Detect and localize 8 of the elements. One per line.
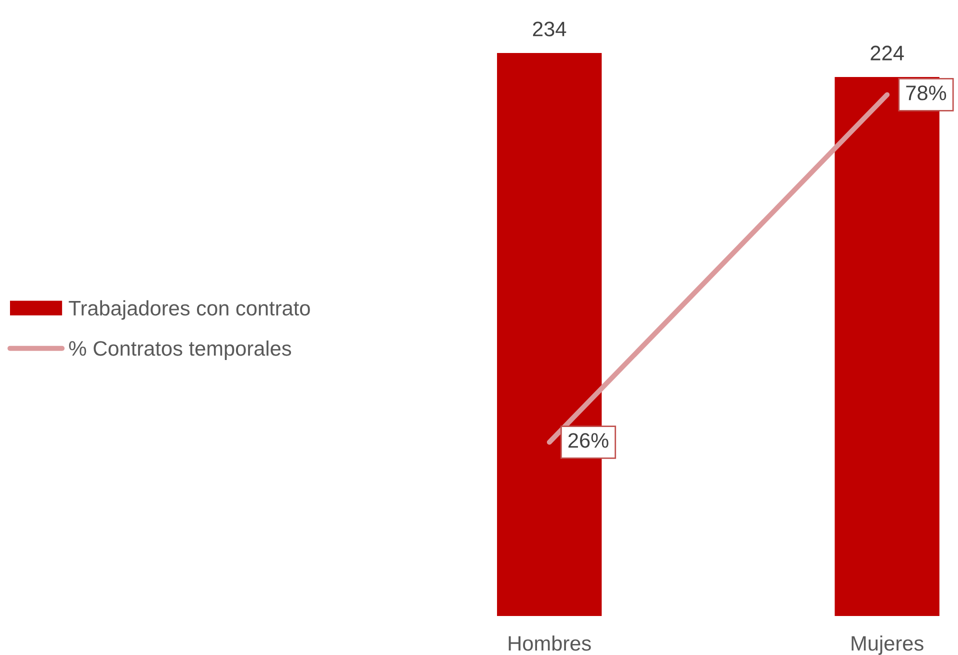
data-label: 26%	[568, 433, 608, 448]
legend-label: % Contratos temporales	[69, 340, 292, 360]
data-label: 224	[870, 46, 904, 60]
legend-label: Trabajadores con contrato	[68, 300, 310, 320]
x-tick-label: Hombres	[508, 635, 591, 651]
data-label: 78%	[906, 86, 946, 100]
x-tick-label: Mujeres	[852, 635, 924, 655]
data-label: 234	[533, 22, 566, 36]
